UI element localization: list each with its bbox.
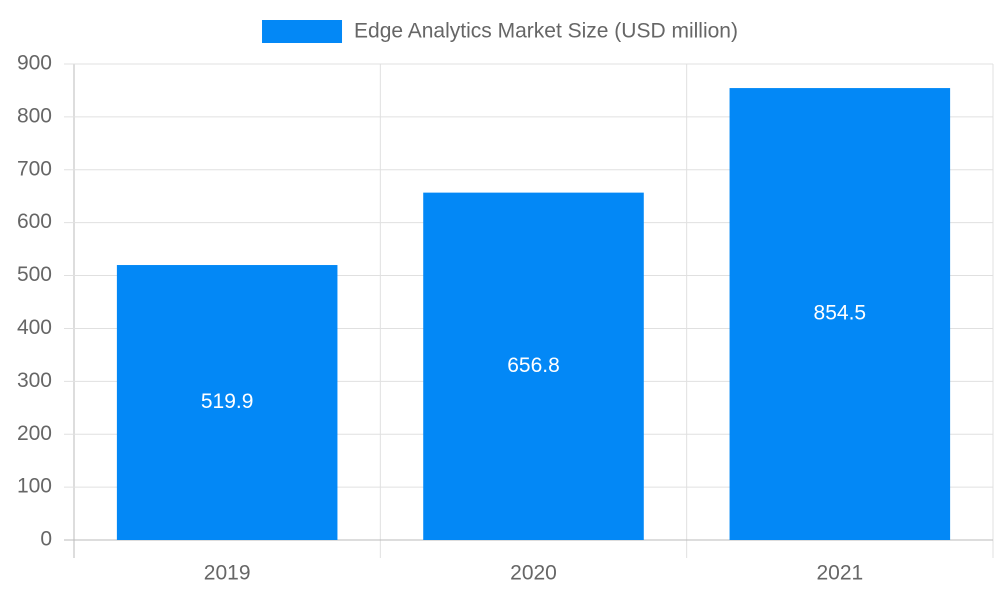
x-tick-label: 2019 bbox=[204, 562, 251, 585]
data-label: 656.8 bbox=[507, 354, 560, 377]
y-tick-label: 600 bbox=[17, 210, 52, 233]
y-tick-label: 500 bbox=[17, 263, 52, 286]
y-tick-label: 200 bbox=[17, 422, 52, 445]
x-tick-label: 2021 bbox=[816, 562, 863, 585]
y-tick-label: 700 bbox=[17, 157, 52, 180]
y-tick-label: 900 bbox=[17, 52, 52, 75]
data-label: 854.5 bbox=[814, 302, 867, 325]
legend-label: Edge Analytics Market Size (USD million) bbox=[354, 20, 738, 43]
data-label: 519.9 bbox=[201, 390, 254, 413]
bar bbox=[116, 265, 338, 540]
bar bbox=[423, 192, 644, 540]
y-tick-label: 300 bbox=[17, 369, 52, 392]
y-tick-label: 0 bbox=[40, 528, 52, 551]
bar bbox=[729, 88, 951, 540]
x-tick-label: 2020 bbox=[510, 562, 557, 585]
y-tick-label: 100 bbox=[17, 475, 52, 498]
y-tick-label: 400 bbox=[17, 316, 52, 339]
y-tick-label: 800 bbox=[17, 104, 52, 127]
legend-swatch bbox=[262, 20, 343, 43]
